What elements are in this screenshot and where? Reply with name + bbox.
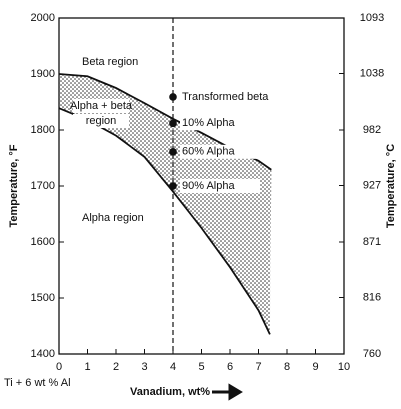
y-tick-label: 1500 — [31, 292, 55, 304]
y2-tick-label: 816 — [363, 291, 381, 303]
y2-tick-label: 1093 — [360, 12, 384, 24]
point — [169, 148, 177, 156]
y2-tick-label: 1038 — [360, 67, 384, 79]
note: Ti + 6 wt % Al — [4, 377, 71, 389]
y-tick-label: 1800 — [31, 124, 55, 136]
point — [169, 93, 177, 101]
y-tick-label: 1700 — [31, 180, 55, 192]
x-tick-label: 2 — [113, 361, 119, 373]
x-tick-label: 10 — [338, 361, 350, 373]
region-label: Beta region — [82, 56, 138, 68]
x-tick-label: 7 — [255, 361, 261, 373]
arrow — [212, 383, 243, 401]
x-tick-label: 4 — [170, 361, 176, 373]
y-tick-label: 1900 — [31, 68, 55, 80]
y-tick-label: 1400 — [31, 348, 55, 360]
point-label: Transformed beta — [182, 91, 269, 103]
x-tick-label: 6 — [227, 361, 233, 373]
label-bg — [73, 99, 129, 113]
x-tick-label: 1 — [84, 361, 90, 373]
point — [169, 182, 177, 190]
y2-tick-label: 982 — [363, 124, 381, 136]
point-label: 10% Alpha — [182, 117, 235, 129]
x-tick-label: 8 — [284, 361, 290, 373]
label-bg — [73, 114, 129, 128]
region-label: region — [86, 115, 117, 127]
label-bg — [180, 89, 260, 104]
label-bg — [180, 179, 260, 193]
point-label: 60% Alpha — [182, 146, 235, 158]
y-tick-label: 2000 — [31, 12, 55, 24]
x-tick-label: 3 — [141, 361, 147, 373]
y2-axis-label: Temperature, °C — [385, 144, 397, 228]
x-axis-label: Vanadium, wt% — [130, 386, 210, 398]
region-label: Alpha region — [82, 212, 144, 224]
y-tick-label: 1600 — [31, 236, 55, 248]
y2-tick-label: 927 — [363, 179, 381, 191]
label-bg — [180, 116, 260, 131]
y2-tick-label: 871 — [363, 236, 381, 248]
label-bg — [180, 144, 260, 159]
point — [169, 119, 177, 128]
shaded-region — [59, 74, 272, 335]
x-tick-label: 0 — [56, 361, 62, 373]
x-tick-label: 5 — [198, 361, 204, 373]
point-label: 90% Alpha — [182, 180, 235, 192]
x-tick-label: 9 — [312, 361, 318, 373]
region-label: Alpha + beta — [70, 100, 133, 112]
y2-tick-label: 760 — [363, 348, 381, 360]
y-axis-label: Temperature, °F — [8, 144, 20, 227]
